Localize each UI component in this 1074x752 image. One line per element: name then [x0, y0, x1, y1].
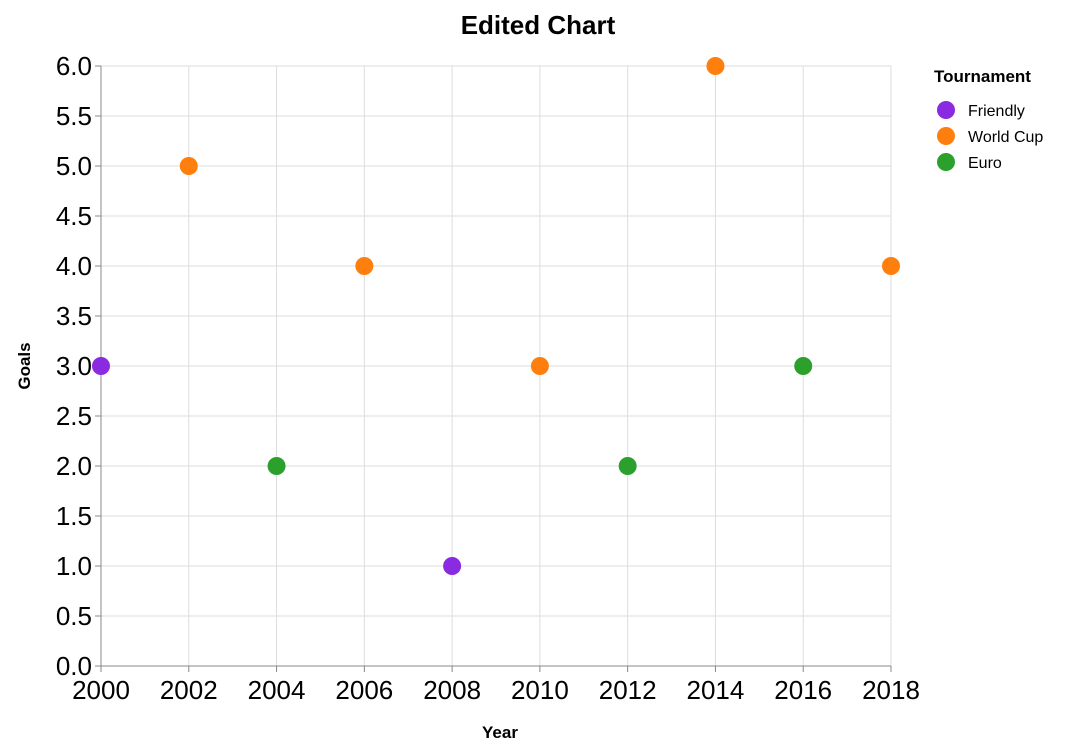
data-point-euro	[618, 457, 637, 475]
legend: Tournament Friendly World Cup Euro	[934, 67, 1043, 172]
y-tick-label: 3.5	[56, 301, 92, 331]
x-tick-label: 2008	[423, 675, 481, 705]
data-point-euro	[267, 457, 286, 475]
y-tick-label: 2.5	[56, 401, 92, 431]
x-tick-label: 2014	[687, 675, 745, 705]
x-axis-title: Year	[482, 723, 518, 742]
data-point-friendly	[92, 357, 110, 375]
legend-label: World Cup	[968, 129, 1043, 146]
y-tick-label: 3.0	[56, 351, 92, 381]
y-axis-title: Goals	[15, 342, 34, 389]
y-tick-label: 0.5	[56, 601, 92, 631]
y-tick-label: 4.5	[56, 201, 92, 231]
axes: 2000 2002 2004 2006 2008 2010 2012 2014 2016 2018…	[56, 51, 920, 705]
y-tick-label: 1.5	[56, 501, 92, 531]
x-tick-label: 2000	[72, 675, 130, 705]
grid	[100, 65, 892, 667]
data-point-world-cup	[706, 57, 725, 75]
data-point-world-cup	[530, 357, 549, 375]
legend-symbol	[937, 101, 955, 119]
data-point-world-cup	[179, 157, 198, 175]
legend-title: Tournament	[934, 67, 1031, 86]
data-point-world-cup	[355, 257, 374, 275]
data-point-world-cup	[882, 257, 900, 275]
chart-title: Edited Chart	[461, 10, 616, 40]
y-tick-label: 1.0	[56, 551, 92, 581]
data-point-friendly	[443, 557, 462, 575]
x-tick-label: 2018	[862, 675, 920, 705]
y-tick-label: 0.0	[56, 651, 92, 681]
y-tick-label: 4.0	[56, 251, 92, 281]
legend-symbol	[937, 127, 955, 145]
legend-label: Euro	[968, 155, 1002, 172]
data-points	[92, 57, 900, 575]
legend-label: Friendly	[968, 103, 1025, 120]
legend-symbol	[937, 153, 955, 171]
x-tick-label: 2006	[335, 675, 393, 705]
x-tick-label: 2016	[774, 675, 832, 705]
x-tick-label: 2012	[599, 675, 657, 705]
x-tick-label: 2010	[511, 675, 569, 705]
data-point-euro	[794, 357, 813, 375]
y-tick-label: 5.5	[56, 101, 92, 131]
y-tick-label: 2.0	[56, 451, 92, 481]
y-tick-label: 6.0	[56, 51, 92, 81]
x-tick-label: 2004	[248, 675, 306, 705]
y-tick-label: 5.0	[56, 151, 92, 181]
x-tick-label: 2002	[160, 675, 218, 705]
